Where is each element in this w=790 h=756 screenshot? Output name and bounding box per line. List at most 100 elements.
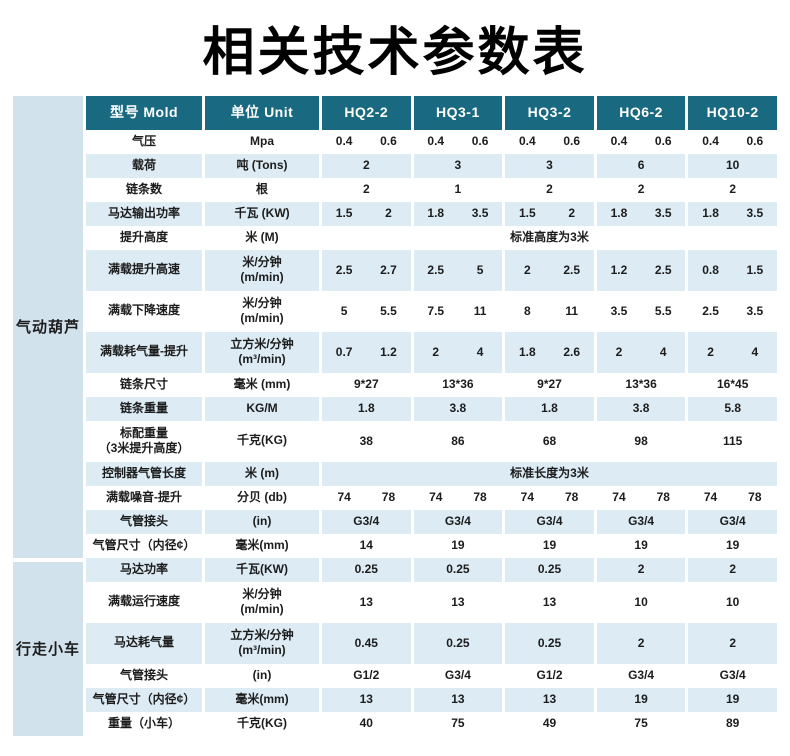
value-cell: 6 xyxy=(596,153,686,178)
value-cell: 89 xyxy=(688,712,777,736)
unit-label: (in) xyxy=(253,514,272,530)
model-name: HQ3-1 xyxy=(436,103,480,120)
value-high-pressure: 1.5 xyxy=(746,262,764,277)
unit-label: 米/分钟 (m/min) xyxy=(240,255,283,286)
param-label-cell: 满载耗气量-提升 xyxy=(86,331,202,373)
unit-label: 吨 (Tons) xyxy=(236,158,287,174)
value-low-pressure: 0.4 xyxy=(427,134,445,149)
param-label-line: 链条数 xyxy=(125,181,162,196)
param-label-line: 气管尺寸（内径¢） xyxy=(92,537,196,552)
param-label-cell: 气管接头 xyxy=(86,664,202,688)
value-cell: 5.8 xyxy=(688,396,777,421)
value: G3/4 xyxy=(719,668,746,683)
unit-cell: 分贝 (db) xyxy=(205,486,319,510)
value: 1 xyxy=(454,182,462,197)
value-low-pressure: 0.4 xyxy=(702,134,719,149)
value-cell: 14 xyxy=(322,534,411,558)
param-label-line: 链条重量 xyxy=(119,400,168,415)
value-cell: G3/4 xyxy=(688,664,777,688)
row-group-pneumatic-hoist: 气动葫芦 xyxy=(13,95,83,558)
value-cell: 3 xyxy=(413,153,503,178)
value: 1.8 xyxy=(541,401,558,416)
param-label: 气管接头 xyxy=(120,514,168,530)
value-high-pressure: 2 xyxy=(385,206,392,221)
value: 0.25 xyxy=(446,562,470,577)
value-cell: 2 xyxy=(322,153,411,178)
unit-line: (m³/min) xyxy=(238,352,286,367)
value: G3/4 xyxy=(628,668,655,683)
value: 0.25 xyxy=(354,562,378,577)
value-cell: 1.8 xyxy=(322,396,411,421)
value: 13 xyxy=(542,692,557,707)
value-high-pressure: 2 xyxy=(568,206,575,221)
param-label-line: 马达功率 xyxy=(119,561,168,576)
value: 2 xyxy=(729,635,737,650)
value: 40 xyxy=(359,716,373,731)
value-high-pressure: 5.5 xyxy=(380,303,397,318)
param-label: 满载噪音-提升 xyxy=(106,490,182,506)
param-label: 马达耗气量 xyxy=(114,635,174,651)
param-label: 提升高度 xyxy=(120,230,168,246)
value-cell: 0.25 xyxy=(322,557,411,582)
unit-cell: 千克(KG) xyxy=(205,712,319,736)
value-cell: 13 xyxy=(322,582,411,623)
value: 19 xyxy=(634,538,648,553)
value-cell: 19 xyxy=(505,534,594,558)
value-cell: 0.25 xyxy=(413,557,503,582)
group-label: 气动葫芦 xyxy=(15,319,80,337)
param-label: 链条尺寸 xyxy=(120,377,168,393)
value: 13 xyxy=(359,594,373,609)
value-cell: 0.4 0.6 xyxy=(322,130,411,154)
value: G3/4 xyxy=(444,514,471,529)
param-label: 重量（小车） xyxy=(108,716,180,732)
value: 19 xyxy=(451,538,465,553)
value: 13 xyxy=(542,594,557,609)
value: 2 xyxy=(637,635,645,650)
value-cell: 115 xyxy=(688,421,777,462)
unit-line: 米/分钟 xyxy=(242,254,282,269)
param-label-cell: 气压 xyxy=(86,130,202,154)
value-cell: 0.45 xyxy=(322,622,411,664)
param-label-line: 气管接头 xyxy=(119,667,168,682)
param-label-cell: 链条尺寸 xyxy=(86,373,202,397)
value-cell: 9*27 xyxy=(322,373,411,397)
value: 115 xyxy=(723,433,743,448)
value: 9*27 xyxy=(537,377,562,392)
value: 14 xyxy=(359,538,373,553)
unit-line: 立方米/分钟 xyxy=(230,336,294,351)
param-label-line: （3米提升高度） xyxy=(98,441,190,456)
value-cell: 2.5 3.5 xyxy=(688,291,777,332)
unit-cell: 千克(KG) xyxy=(205,421,319,462)
param-label-line: 满载下降速度 xyxy=(107,303,180,318)
param-label-cell: 标配重量 （3米提升高度） xyxy=(86,421,202,462)
unit-line: 毫米(mm) xyxy=(235,537,289,552)
unit-cell: 毫米(mm) xyxy=(205,534,319,558)
value-cell: 74 78 xyxy=(597,486,686,510)
value: 19 xyxy=(634,692,648,707)
row-group-trolley: 行走小车 xyxy=(13,557,83,736)
unit-cell: 吨 (Tons) xyxy=(205,153,319,178)
param-label: 满载提升高速 xyxy=(108,262,180,278)
value: 89 xyxy=(726,716,740,731)
value: 10 xyxy=(726,594,740,609)
param-label-cell: 满载噪音-提升 xyxy=(86,486,202,510)
param-label-cell: 链条重量 xyxy=(86,396,202,421)
unit-line: 毫米 (mm) xyxy=(233,376,291,391)
value-cell: 75 xyxy=(597,712,686,736)
value: 13*36 xyxy=(625,377,657,392)
unit-label: 毫米(mm) xyxy=(235,692,288,708)
param-label: 气管接头 xyxy=(120,668,168,684)
value-low-pressure: 1.8 xyxy=(610,206,628,221)
value-cell: 16*45 xyxy=(688,373,777,397)
param-label-cell: 满载提升高速 xyxy=(86,249,202,291)
unit-line: 千瓦 (KW) xyxy=(234,205,290,220)
value-high-pressure: 0.6 xyxy=(563,134,580,149)
value-cell: 2 2.5 xyxy=(505,249,594,291)
value-low-pressure: 1.8 xyxy=(427,206,445,221)
value-cell: 3.8 xyxy=(596,396,686,421)
value: G3/4 xyxy=(444,668,471,683)
unit-label: 分贝 (db) xyxy=(237,490,287,506)
